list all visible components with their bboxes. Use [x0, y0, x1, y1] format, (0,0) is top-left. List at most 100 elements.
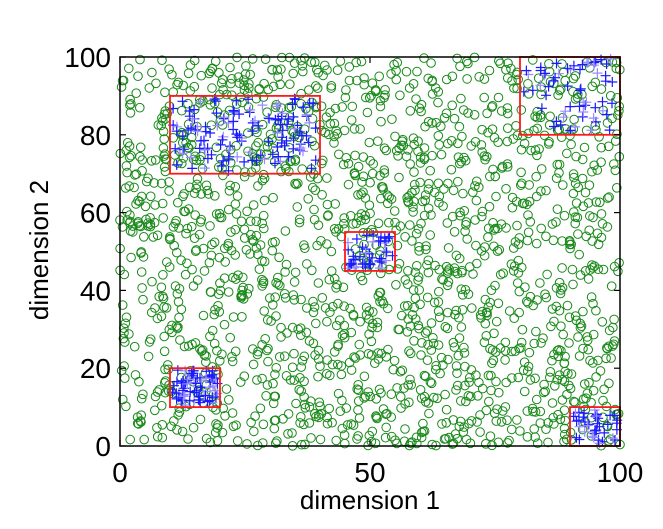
data-point [173, 158, 183, 168]
data-point [367, 322, 377, 333]
data-point [459, 422, 469, 432]
data-point [583, 274, 594, 284]
data-point [533, 73, 544, 83]
data-point [554, 168, 564, 178]
data-point [522, 406, 533, 416]
cluster-point [535, 80, 546, 91]
data-point [138, 252, 149, 262]
data-point [535, 110, 546, 120]
data-point [583, 198, 594, 208]
data-point [386, 69, 396, 79]
data-point [183, 68, 194, 79]
data-point [458, 188, 468, 199]
data-point [365, 208, 375, 219]
cluster-point [604, 125, 615, 136]
data-point [245, 216, 256, 226]
data-point [299, 53, 310, 63]
cluster-point [590, 425, 600, 436]
data-point [485, 171, 495, 182]
data-point [426, 378, 437, 389]
data-point [437, 274, 447, 284]
cluster-point [232, 132, 243, 143]
data-point [362, 107, 373, 118]
data-point [536, 223, 547, 234]
data-point [136, 267, 147, 277]
data-point [121, 161, 132, 171]
data-point [237, 312, 247, 322]
data-point [178, 191, 188, 202]
data-point [175, 335, 185, 345]
data-point [447, 71, 458, 82]
data-point [322, 355, 333, 365]
data-point [582, 388, 593, 399]
data-point [569, 207, 579, 217]
data-point [233, 270, 243, 281]
data-point [153, 120, 164, 130]
data-point [507, 373, 517, 383]
data-point [174, 312, 184, 323]
data-point [391, 65, 401, 76]
cluster-point [605, 54, 616, 64]
data-point [401, 66, 412, 77]
data-point [232, 191, 243, 201]
data-point [456, 322, 467, 332]
data-point [322, 316, 332, 327]
data-point [279, 351, 290, 362]
data-point [409, 302, 420, 313]
y-tick-label: 60 [80, 198, 111, 229]
data-point [204, 257, 215, 268]
data-point [158, 270, 168, 280]
data-point [483, 127, 493, 138]
data-point [534, 144, 544, 154]
data-point [395, 90, 405, 101]
data-point [395, 366, 406, 377]
data-point [566, 139, 576, 150]
data-point [400, 399, 410, 409]
data-point [207, 83, 217, 93]
data-point [532, 150, 542, 161]
cluster-point [306, 163, 317, 174]
cluster-point [277, 108, 288, 119]
data-point [254, 84, 264, 95]
data-point [324, 274, 335, 285]
data-point [353, 161, 364, 172]
data-point [541, 185, 551, 196]
data-point [192, 275, 203, 285]
data-point [276, 166, 287, 177]
data-point [502, 136, 513, 147]
data-point [191, 245, 202, 255]
data-point [381, 145, 392, 156]
data-point [263, 84, 274, 95]
cluster-point [173, 392, 184, 403]
data-point [255, 403, 266, 414]
data-point [337, 423, 348, 434]
data-point [152, 431, 163, 442]
cluster-point [270, 158, 280, 169]
data-point [270, 369, 280, 380]
data-point [460, 226, 470, 237]
cluster-point [186, 152, 196, 163]
cluster-point [170, 143, 181, 154]
data-point [573, 182, 584, 193]
data-point [233, 72, 244, 82]
data-point [244, 283, 254, 294]
data-point [286, 101, 297, 112]
data-point [159, 331, 169, 342]
data-point [545, 111, 555, 122]
data-point [168, 133, 178, 143]
cluster-point [599, 427, 610, 438]
data-point [523, 210, 533, 220]
data-point [241, 61, 251, 71]
data-point [559, 358, 570, 369]
data-point [474, 72, 485, 82]
data-point [210, 191, 220, 201]
cluster-point [273, 113, 284, 124]
data-point [342, 420, 353, 430]
data-point [405, 321, 416, 332]
data-point [454, 333, 465, 343]
data-point [588, 358, 598, 368]
data-point [353, 212, 364, 223]
data-point [458, 105, 469, 115]
data-point [228, 312, 239, 322]
data-point [415, 177, 425, 188]
